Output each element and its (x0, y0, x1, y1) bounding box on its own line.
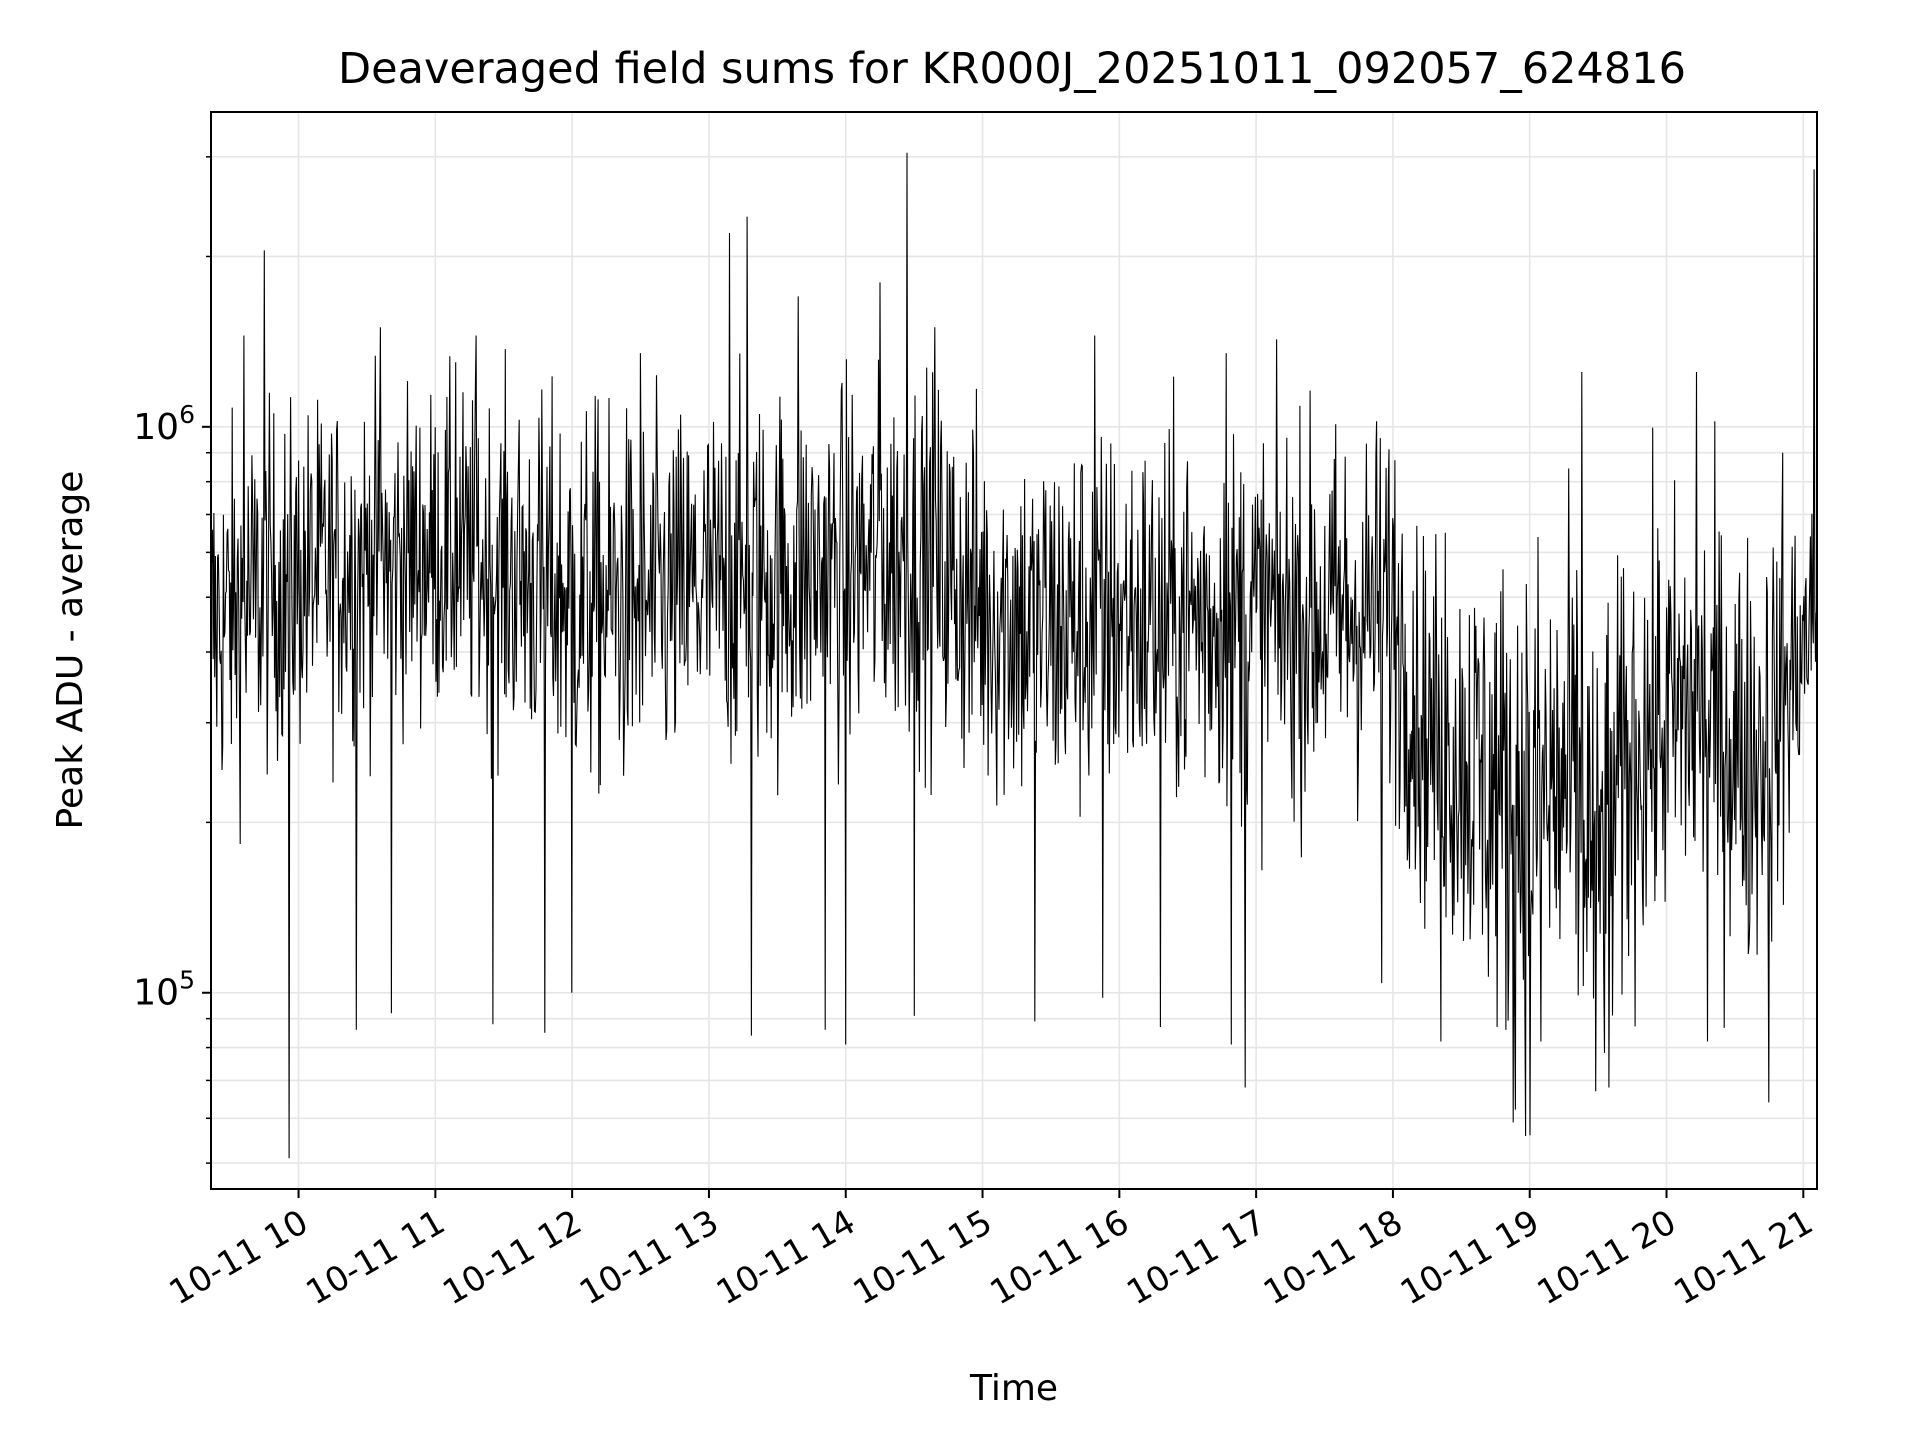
y-axis-label: Peak ADU - average (50, 471, 91, 830)
y-axis: 105 106 (133, 156, 211, 1164)
y-tick-label: 105 (133, 966, 195, 1014)
y-tick-label: 106 (133, 400, 195, 448)
series-line (210, 152, 1818, 1159)
axes-frame (210, 111, 1818, 1190)
x-axis-label: Time (969, 1368, 1058, 1409)
chart-title: Deaveraged field sums for KR000J_2025101… (338, 44, 1686, 94)
plot-area (210, 152, 1818, 1159)
grid (211, 112, 1817, 1189)
